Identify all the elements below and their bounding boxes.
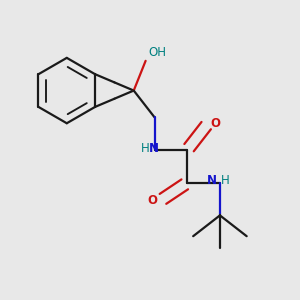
Text: N: N — [149, 142, 159, 155]
Text: OH: OH — [148, 46, 166, 59]
Text: O: O — [148, 194, 158, 207]
Text: H: H — [220, 174, 229, 188]
Text: O: O — [210, 117, 220, 130]
Text: N: N — [207, 174, 217, 188]
Text: H: H — [141, 142, 150, 155]
